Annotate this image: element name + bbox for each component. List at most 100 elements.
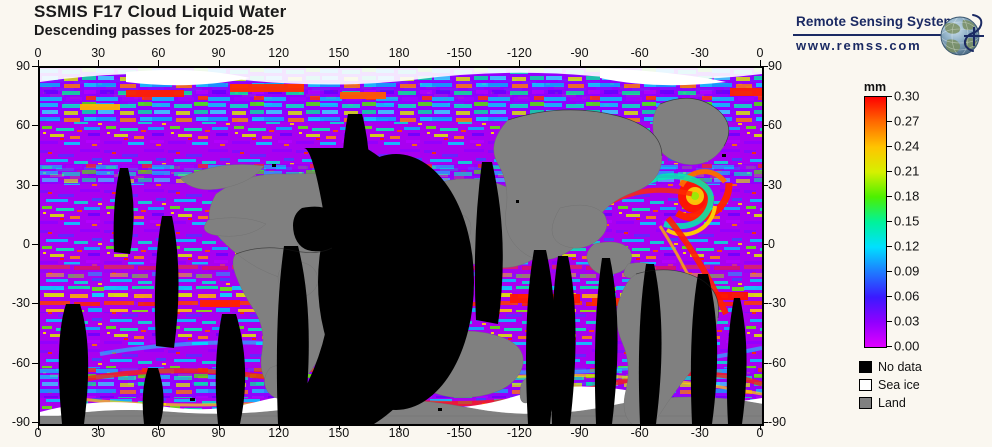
colorbar-tick-label: 0.00 [894, 338, 920, 354]
map-canvas [40, 68, 762, 424]
x-axis-tick-label-top: -150 [446, 46, 472, 60]
x-axis-tick-label-top: 180 [388, 46, 410, 60]
axis-tick [699, 60, 701, 66]
axis-tick [579, 424, 581, 430]
colorbar-tick-label: 0.15 [894, 213, 920, 229]
axis-tick [762, 66, 768, 67]
cloud-liquid-water-heatmap [40, 68, 762, 424]
page-title: SSMIS F17 Cloud Liquid Water Descending … [34, 2, 286, 40]
y-axis-tick-label-right: 60 [768, 118, 782, 133]
legend-swatch [859, 378, 872, 391]
axis-tick [158, 60, 160, 66]
x-axis-tick-label-bottom: -30 [690, 426, 709, 440]
axis-tick [639, 424, 641, 430]
axis-tick [399, 424, 400, 430]
x-axis-tick-label-top: 0 [756, 46, 764, 60]
axis-tick [218, 60, 220, 66]
axis-tick [399, 60, 400, 66]
axis-tick [699, 424, 701, 430]
no-data-swaths [58, 114, 747, 424]
y-axis-tick-label-left: 60 [16, 118, 30, 133]
colorbar-tick [886, 121, 892, 122]
legend-item: No data [859, 358, 922, 375]
axis-tick [762, 244, 768, 245]
axis-tick [519, 60, 521, 66]
axis-tick [762, 125, 768, 127]
axis-tick [32, 422, 38, 423]
title-main: SSMIS F17 Cloud Liquid Water [34, 2, 287, 21]
y-axis-tick-label-right: 0 [768, 237, 775, 251]
axis-tick [98, 60, 100, 66]
colorbar-tick-label: 0.21 [894, 163, 920, 179]
colorbar-tick-label: 0.27 [894, 113, 920, 129]
axis-tick [32, 303, 38, 305]
legend-swatch [859, 396, 872, 409]
axis-tick [639, 60, 641, 66]
x-axis-tick-label-top: -120 [506, 46, 532, 60]
x-axis-tick-label-bottom: 0 [756, 426, 764, 440]
axis-tick [278, 424, 280, 430]
axis-tick [38, 424, 39, 430]
y-axis-tick-label-left: 90 [16, 59, 30, 73]
x-axis-tick-label-bottom: 120 [268, 426, 290, 440]
x-axis-tick-label-top: 90 [211, 46, 226, 60]
axis-tick [760, 424, 761, 430]
y-axis-tick-label-right: 30 [768, 177, 782, 192]
x-axis-tick-label-bottom: 150 [328, 426, 350, 440]
colorbar-tick [886, 346, 892, 347]
map-plot[interactable] [38, 66, 764, 426]
legend-label: Sea ice [878, 377, 920, 392]
logo-divider [793, 34, 943, 36]
legend-label: Land [878, 395, 906, 410]
colorbar-tick-label: 0.06 [894, 288, 920, 304]
x-axis-tick-label-top: -90 [570, 46, 589, 60]
x-axis-tick-label-top: -30 [690, 46, 709, 60]
y-axis-tick-label-right: -90 [768, 415, 787, 429]
legend-swatch [859, 360, 872, 373]
colorbar-tick [886, 246, 892, 247]
x-axis-tick-label-bottom: -150 [446, 426, 472, 440]
colorbar-tick [886, 221, 892, 222]
x-axis-tick-label-top: 60 [151, 46, 166, 60]
title-subtitle: Descending passes for 2025-08-25 [34, 23, 275, 39]
x-axis-tick-label-bottom: 180 [388, 426, 410, 440]
logo-website: www.remss.com [796, 38, 922, 53]
axis-tick [158, 424, 160, 430]
x-axis-tick-label-bottom: -90 [570, 426, 589, 440]
x-axis-tick-label-top: 30 [91, 46, 106, 60]
axis-tick [98, 424, 100, 430]
y-axis-tick-label-left: -30 [11, 296, 30, 311]
axis-tick [762, 303, 768, 305]
x-axis-tick-label-bottom: -120 [506, 426, 532, 440]
colorbar-tick [886, 271, 892, 272]
y-axis-tick-label-right: -30 [768, 296, 787, 311]
colorbar-tick [886, 146, 892, 147]
y-axis-tick-label-left: 0 [23, 237, 30, 251]
y-axis-tick-label-right: 90 [768, 59, 782, 73]
colorbar-tick [886, 321, 892, 322]
axis-tick [762, 362, 768, 364]
x-axis-tick-label-top: 0 [34, 46, 42, 60]
axis-tick [579, 60, 581, 66]
x-axis-tick-label-bottom: 0 [34, 426, 42, 440]
axis-tick [278, 60, 280, 66]
colorbar-tick [886, 171, 892, 172]
colorbar-unit-label: mm [863, 80, 887, 94]
x-axis-tick-label-top: 150 [328, 46, 350, 60]
axis-tick [338, 60, 340, 66]
axis-tick [32, 184, 38, 186]
globe-icon [940, 14, 984, 56]
colorbar-tick-label: 0.18 [894, 188, 920, 204]
x-axis-tick-label-top: 120 [268, 46, 290, 60]
remss-logo[interactable]: Remote Sensing Systems www.remss.com [793, 10, 984, 62]
axis-tick [218, 424, 220, 430]
axis-tick [519, 424, 521, 430]
axis-tick [459, 424, 461, 430]
colorbar-gradient [864, 96, 887, 348]
axis-tick [338, 424, 340, 430]
y-axis-tick-label-left: -90 [11, 415, 30, 429]
axis-tick [32, 362, 38, 364]
colorbar-tick [886, 296, 892, 297]
y-axis-tick-label-right: -60 [768, 355, 787, 370]
legend-label: No data [878, 359, 922, 374]
